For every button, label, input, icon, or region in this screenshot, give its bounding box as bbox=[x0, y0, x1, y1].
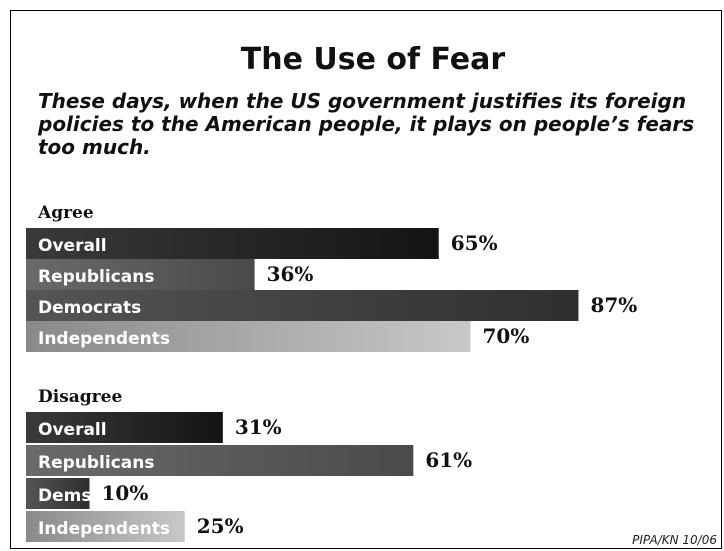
value-label-agree-independents: 70% bbox=[483, 324, 530, 348]
bar-chart: The Use of Fear These days, when the US … bbox=[26, 42, 717, 547]
question-line-1: These days, when the US government justi… bbox=[38, 89, 686, 113]
bar-label-disagree-overall: Overall bbox=[38, 420, 107, 440]
chart-title: The Use of Fear bbox=[241, 42, 506, 77]
bar-label-disagree-republicans: Republicans bbox=[38, 453, 155, 473]
question-line-3: too much. bbox=[38, 135, 151, 159]
value-label-disagree-republicans: 61% bbox=[425, 448, 472, 472]
bar-label-agree-overall: Overall bbox=[38, 236, 107, 256]
chart-frame: The Use of Fear These days, when the US … bbox=[10, 10, 722, 549]
bar-label-disagree-dems: Dems bbox=[38, 486, 91, 506]
bar-disagree-dems bbox=[26, 478, 90, 509]
bar-agree-overall bbox=[26, 228, 439, 259]
value-label-disagree-independents: 25% bbox=[197, 514, 244, 538]
value-label-agree-republicans: 36% bbox=[267, 262, 314, 286]
value-label-agree-overall: 65% bbox=[451, 231, 498, 255]
value-label-disagree-overall: 31% bbox=[235, 415, 282, 439]
bar-agree-independents bbox=[26, 321, 471, 352]
bar-agree-republicans bbox=[26, 259, 255, 290]
bar-disagree-overall bbox=[26, 412, 223, 443]
bar-label-agree-independents: Independents bbox=[38, 329, 170, 349]
bar-label-agree-democrats: Democrats bbox=[38, 298, 141, 318]
source-note: PIPA/KN 10/06 bbox=[632, 533, 717, 547]
bar-disagree-independents bbox=[26, 511, 185, 542]
group-label-disagree: Disagree bbox=[38, 387, 122, 407]
bars-layer: Agree Overall 65% Republicans 36% Democrats 87… bbox=[26, 203, 637, 542]
bar-label-disagree-independents: Independents bbox=[38, 519, 170, 539]
value-label-agree-democrats: 87% bbox=[590, 293, 637, 317]
value-label-disagree-dems: 10% bbox=[102, 481, 149, 505]
bar-label-agree-republicans: Republicans bbox=[38, 267, 155, 287]
group-label-agree: Agree bbox=[37, 203, 94, 223]
bar-agree-democrats bbox=[26, 290, 579, 321]
bar-disagree-republicans bbox=[26, 445, 414, 476]
question-line-2: policies to the American people, it play… bbox=[37, 112, 694, 136]
